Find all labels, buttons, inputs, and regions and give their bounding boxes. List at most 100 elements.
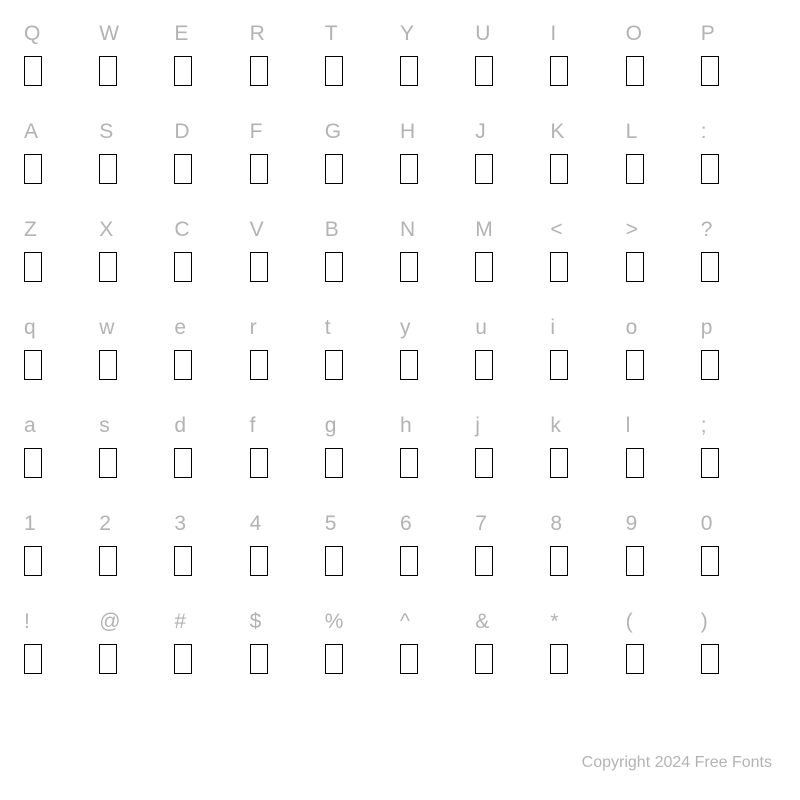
char-label: 8 [550,512,562,540]
char-label: ; [701,414,707,442]
glyph-placeholder-box [550,546,568,576]
char-cell: q [24,312,99,410]
glyph-placeholder-box [174,252,192,282]
glyph-placeholder-box [550,154,568,184]
char-label: & [475,610,489,638]
glyph-placeholder-box [174,350,192,380]
char-cell: k [550,410,625,508]
char-label: w [99,316,114,344]
glyph-placeholder-box [174,644,192,674]
glyph-placeholder-box [400,56,418,86]
char-label: J [475,120,486,148]
char-label: Y [400,22,414,50]
glyph-placeholder-box [174,154,192,184]
glyph-placeholder-box [325,546,343,576]
char-label: 1 [24,512,36,540]
char-label: k [550,414,561,442]
glyph-placeholder-box [475,56,493,86]
char-label: l [626,414,631,442]
char-cell: J [475,116,550,214]
glyph-placeholder-box [701,448,719,478]
char-cell: Q [24,18,99,116]
char-label: y [400,316,411,344]
char-cell: w [99,312,174,410]
char-label: Z [24,218,37,246]
glyph-placeholder-box [99,154,117,184]
char-label: u [475,316,487,344]
char-label: % [325,610,344,638]
char-cell: 5 [325,508,400,606]
char-label: p [701,316,713,344]
glyph-placeholder-box [701,154,719,184]
char-label: K [550,120,564,148]
char-label: S [99,120,113,148]
char-cell: ( [626,606,701,704]
char-cell: ) [701,606,776,704]
char-cell: e [174,312,249,410]
glyph-placeholder-box [550,448,568,478]
char-label: 7 [475,512,487,540]
char-label: B [325,218,339,246]
char-cell: g [325,410,400,508]
char-cell: ? [701,214,776,312]
glyph-placeholder-box [475,644,493,674]
char-cell: o [626,312,701,410]
char-label: r [250,316,257,344]
glyph-placeholder-box [550,350,568,380]
glyph-placeholder-box [250,546,268,576]
glyph-placeholder-box [174,448,192,478]
char-label: P [701,22,715,50]
glyph-placeholder-box [250,56,268,86]
char-label: X [99,218,113,246]
char-label: 4 [250,512,262,540]
char-cell: U [475,18,550,116]
glyph-placeholder-box [325,154,343,184]
char-cell: W [99,18,174,116]
char-cell: d [174,410,249,508]
char-label: V [250,218,264,246]
char-cell: a [24,410,99,508]
char-label: : [701,120,707,148]
char-cell: 9 [626,508,701,606]
glyph-placeholder-box [325,350,343,380]
char-cell: i [550,312,625,410]
char-label: 0 [701,512,713,540]
char-cell: E [174,18,249,116]
char-cell: t [325,312,400,410]
glyph-placeholder-box [701,56,719,86]
char-label: < [550,218,562,246]
char-cell: : [701,116,776,214]
char-label: T [325,22,338,50]
glyph-placeholder-box [24,56,42,86]
char-label: j [475,414,480,442]
glyph-placeholder-box [250,448,268,478]
char-cell: @ [99,606,174,704]
char-cell: Y [400,18,475,116]
char-cell: M [475,214,550,312]
glyph-placeholder-box [400,252,418,282]
char-label: U [475,22,490,50]
char-cell: u [475,312,550,410]
char-cell: D [174,116,249,214]
char-cell: # [174,606,249,704]
char-label: M [475,218,493,246]
glyph-placeholder-box [174,56,192,86]
glyph-placeholder-box [24,154,42,184]
char-label: > [626,218,638,246]
char-label: $ [250,610,262,638]
char-label: G [325,120,341,148]
char-cell: p [701,312,776,410]
glyph-placeholder-box [701,252,719,282]
char-label: f [250,414,256,442]
glyph-placeholder-box [701,350,719,380]
glyph-placeholder-box [24,546,42,576]
char-label: * [550,610,558,638]
char-label: 6 [400,512,412,540]
char-label: ! [24,610,30,638]
char-label: I [550,22,556,50]
glyph-placeholder-box [24,644,42,674]
char-cell: $ [250,606,325,704]
glyph-placeholder-box [99,252,117,282]
char-label: @ [99,610,120,638]
char-cell: l [626,410,701,508]
